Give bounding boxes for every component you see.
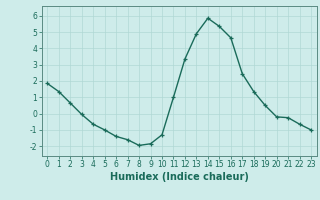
X-axis label: Humidex (Indice chaleur): Humidex (Indice chaleur): [110, 172, 249, 182]
